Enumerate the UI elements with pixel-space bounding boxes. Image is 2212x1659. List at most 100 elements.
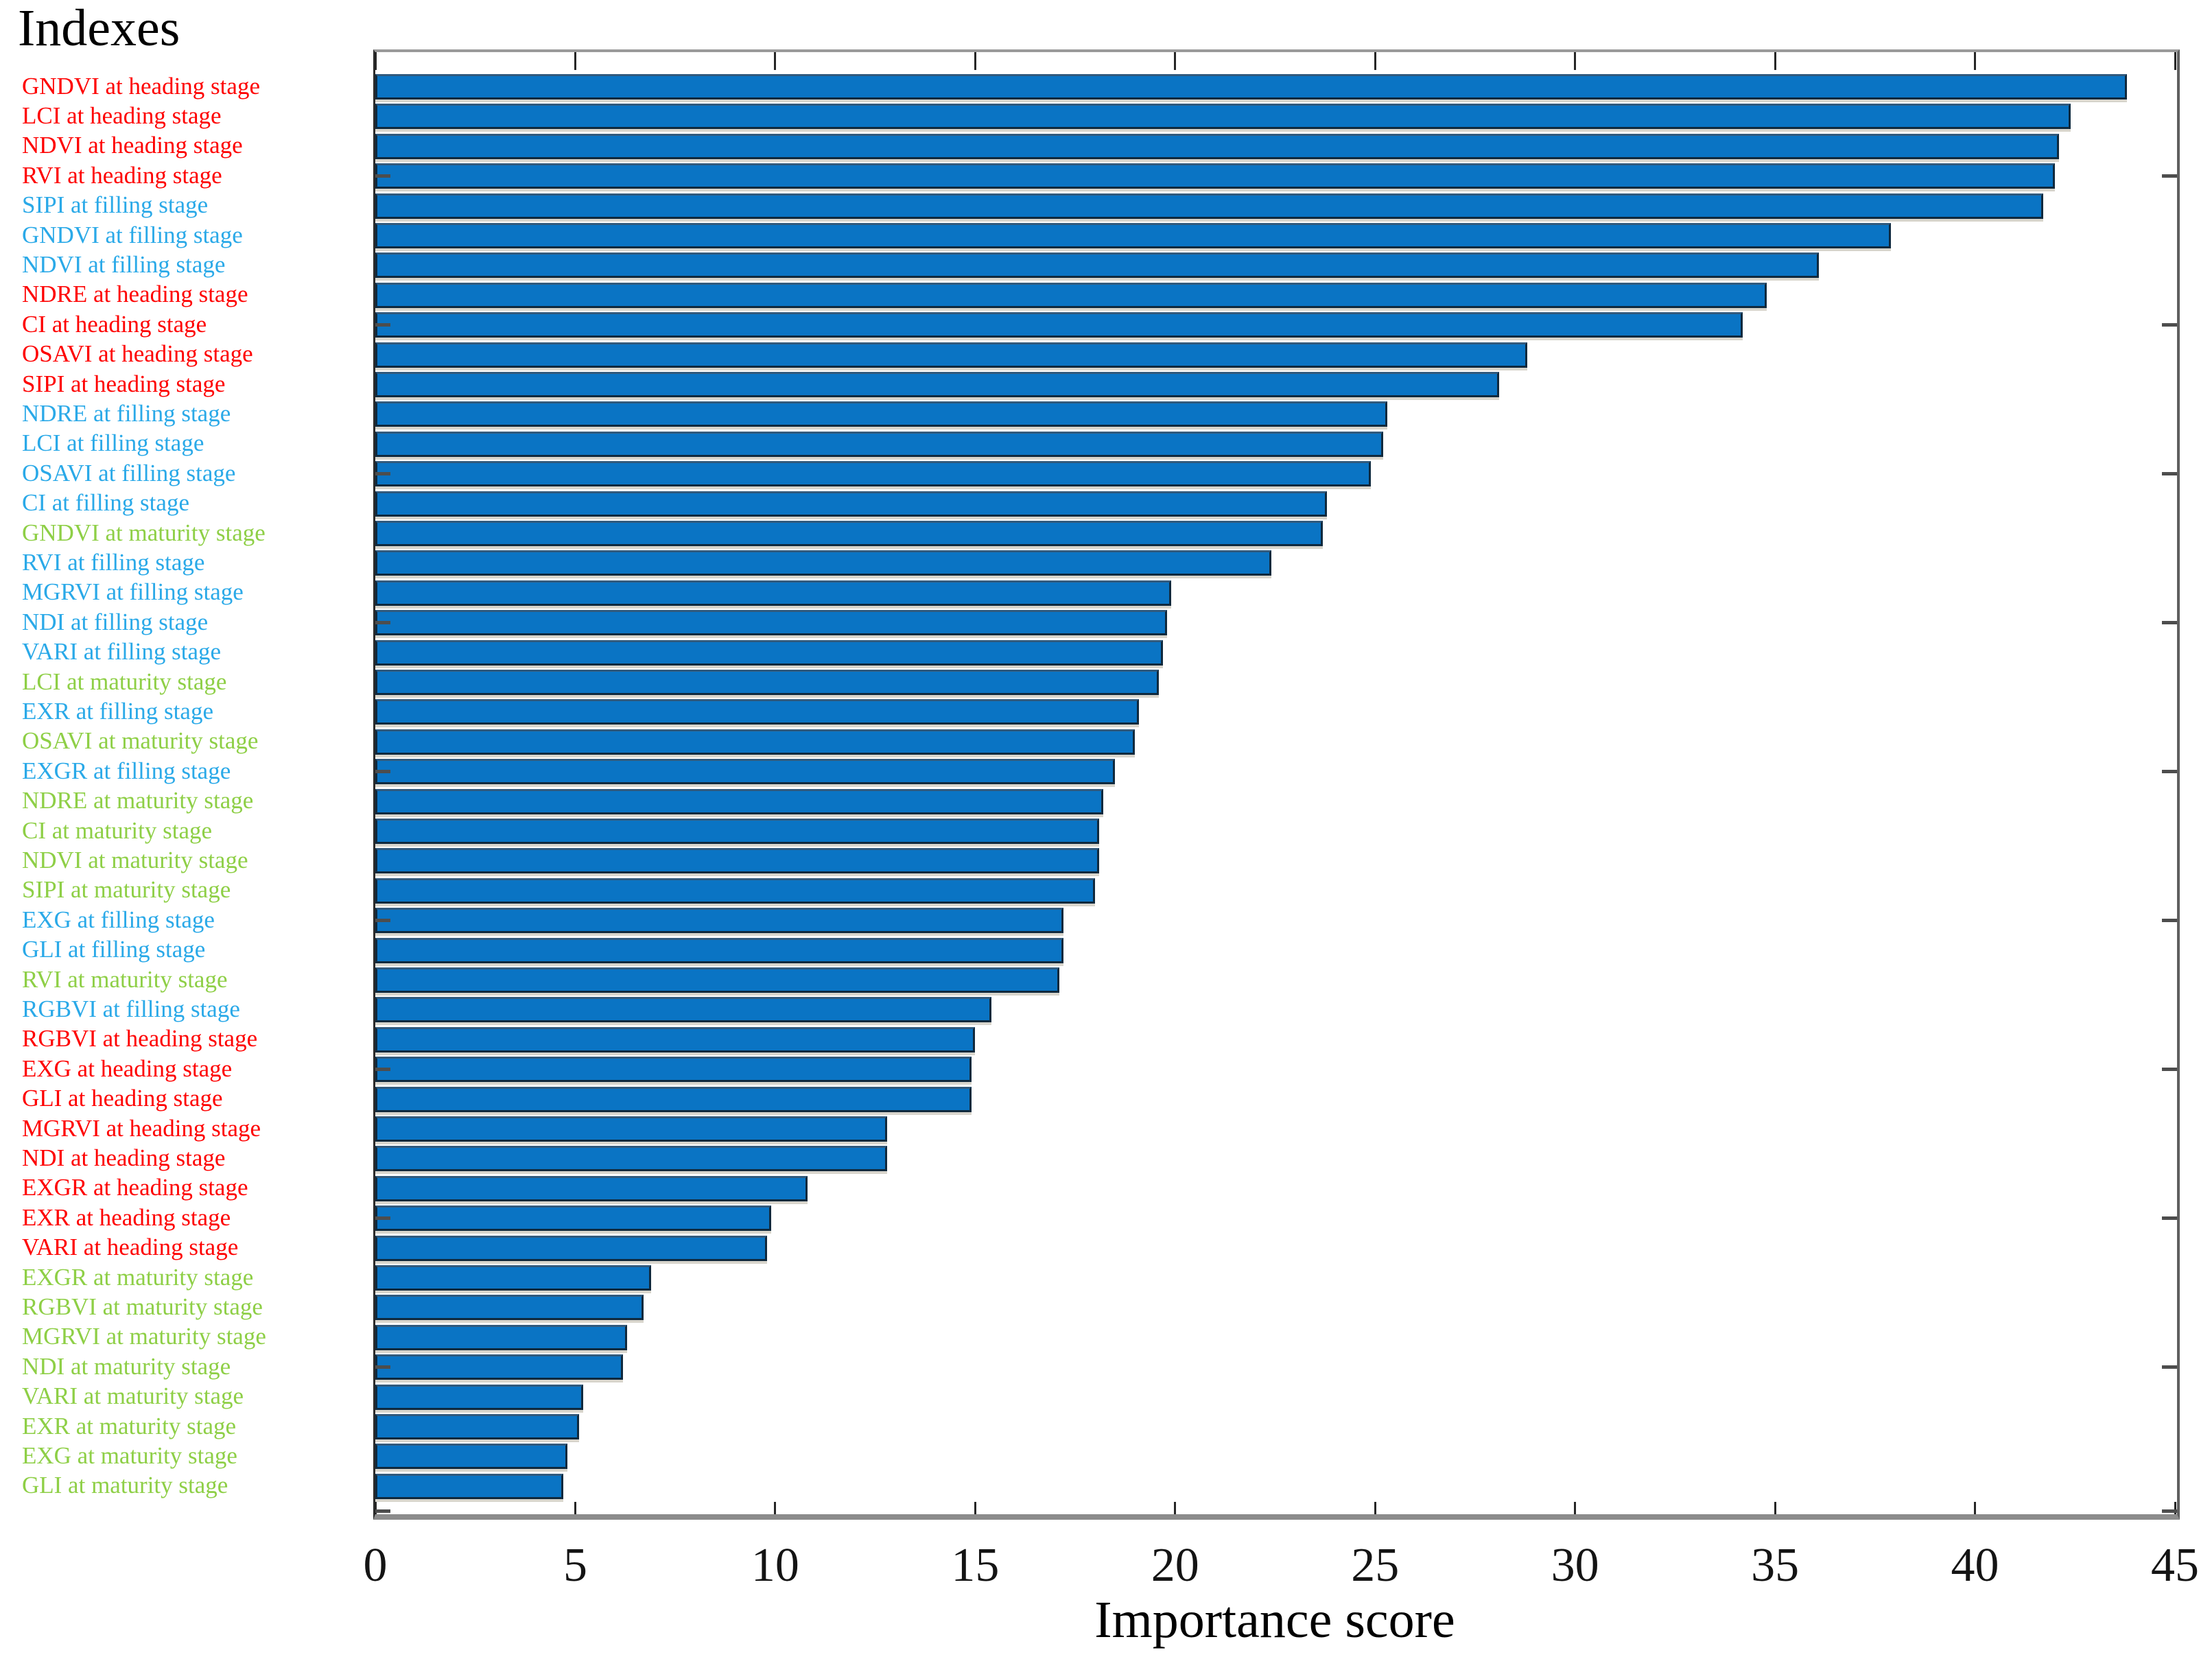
y-axis-label: NDRE at filling stage — [22, 399, 231, 427]
y-tick-mark-left — [375, 621, 390, 625]
y-tick-mark-left — [375, 1509, 390, 1513]
y-tick-mark-left — [375, 472, 390, 476]
bar — [375, 1354, 624, 1380]
bar — [375, 580, 1171, 606]
bar — [375, 282, 1767, 308]
y-axis-label: OSAVI at filling stage — [22, 459, 236, 486]
bar — [375, 670, 1160, 695]
y-axis-label: EXGR at filling stage — [22, 757, 231, 784]
x-tick-mark-top — [1374, 52, 1376, 70]
bar — [375, 908, 1063, 934]
x-tick-label: 20 — [1151, 1539, 1199, 1592]
y-axis-label: NDI at filling stage — [22, 608, 209, 635]
bar — [375, 788, 1103, 814]
bar — [375, 1384, 584, 1410]
y-axis-label: NDVI at maturity stage — [22, 846, 248, 873]
y-tick-mark-left — [375, 919, 390, 923]
y-axis-label: CI at filling stage — [22, 489, 189, 517]
bar — [375, 997, 991, 1023]
bar — [375, 223, 1892, 248]
y-tick-mark-left — [375, 1365, 390, 1369]
y-axis-label: CI at heading stage — [22, 310, 207, 338]
y-axis-label: GLI at filling stage — [22, 936, 206, 963]
y-axis-label: EXR at heading stage — [22, 1203, 231, 1231]
x-tick-label: 5 — [563, 1539, 587, 1592]
y-tick-mark-right — [2162, 919, 2177, 923]
bar — [375, 759, 1116, 785]
bar — [375, 1295, 644, 1321]
y-axis-label: MGRVI at filling stage — [22, 578, 244, 606]
x-tick-label: 25 — [1351, 1539, 1400, 1592]
bar — [375, 1175, 808, 1201]
x-tick-label: 15 — [951, 1539, 1000, 1592]
y-axis-label: NDI at maturity stage — [22, 1352, 231, 1380]
bar — [375, 1265, 652, 1291]
bar — [375, 431, 1383, 457]
x-tick-mark-bottom — [1774, 1502, 1776, 1514]
y-tick-mark-left — [375, 770, 390, 774]
bar — [375, 1473, 563, 1499]
bar — [375, 1444, 567, 1470]
bar — [375, 610, 1168, 636]
y-axis-label: LCI at heading stage — [22, 102, 222, 129]
x-tick-mark-bottom — [774, 1502, 777, 1514]
x-tick-mark-bottom — [1174, 1502, 1177, 1514]
bar — [375, 252, 1820, 279]
x-tick-mark-top — [2174, 52, 2176, 70]
bar — [375, 1086, 972, 1112]
x-tick-mark-top — [574, 52, 576, 70]
bar — [375, 967, 1059, 993]
y-axis-label: EXG at maturity stage — [22, 1442, 237, 1469]
x-tick-mark-top — [1974, 52, 1977, 70]
bar — [375, 401, 1387, 427]
y-axis-label: SIPI at maturity stage — [22, 876, 231, 904]
y-axis-label: VARI at filling stage — [22, 638, 222, 666]
y-tick-mark-right — [2162, 621, 2177, 625]
y-tick-mark-right — [2162, 323, 2177, 327]
x-tick-mark-bottom — [1574, 1502, 1577, 1514]
bar — [375, 699, 1140, 725]
y-axis-label: GNDVI at filling stage — [22, 221, 243, 248]
y-tick-mark-right — [2162, 1216, 2177, 1221]
bar — [375, 1324, 628, 1350]
bar — [375, 848, 1100, 874]
y-axis-label: GLI at maturity stage — [22, 1472, 228, 1499]
bar — [375, 1057, 972, 1083]
plot-area — [373, 49, 2180, 1520]
bar — [375, 104, 2071, 130]
y-axis-label: CI at maturity stage — [22, 816, 213, 844]
y-axis-label: LCI at maturity stage — [22, 668, 227, 695]
y-axis-label: RVI at filling stage — [22, 548, 205, 576]
x-tick-mark-bottom — [2174, 1502, 2176, 1514]
y-axis-label: NDRE at heading stage — [22, 281, 248, 308]
x-tick-mark-bottom — [574, 1502, 576, 1514]
x-tick-label: 35 — [1751, 1539, 1800, 1592]
bar — [375, 1205, 772, 1232]
y-axis-label: GLI at heading stage — [22, 1085, 223, 1112]
bar — [375, 193, 2043, 219]
y-axis-label: EXG at filling stage — [22, 906, 215, 933]
y-axis-label: RVI at heading stage — [22, 161, 222, 189]
y-axis-label: NDVI at filling stage — [22, 250, 226, 278]
bar — [375, 1146, 888, 1172]
y-tick-mark-right — [2162, 174, 2177, 178]
y-axis-label: MGRVI at heading stage — [22, 1114, 261, 1142]
y-tick-mark-right — [2162, 1068, 2177, 1072]
bar — [375, 461, 1372, 487]
y-axis-label: RGBVI at heading stage — [22, 1025, 258, 1052]
y-axis-label: EXG at heading stage — [22, 1055, 233, 1082]
x-tick-label: 10 — [751, 1539, 799, 1592]
y-axis-label: NDRE at maturity stage — [22, 787, 254, 814]
y-axis-label: NDI at heading stage — [22, 1144, 226, 1171]
bar — [375, 937, 1063, 963]
x-tick-label: 45 — [2151, 1539, 2199, 1592]
y-tick-mark-left — [375, 1068, 390, 1072]
y-tick-mark-left — [375, 174, 390, 178]
y-tick-mark-right — [2162, 1365, 2177, 1369]
bar — [375, 550, 1271, 576]
bar — [375, 491, 1328, 517]
y-axis-label: GNDVI at maturity stage — [22, 519, 266, 546]
y-tick-mark-right — [2162, 770, 2177, 774]
x-tick-mark-top — [974, 52, 976, 70]
